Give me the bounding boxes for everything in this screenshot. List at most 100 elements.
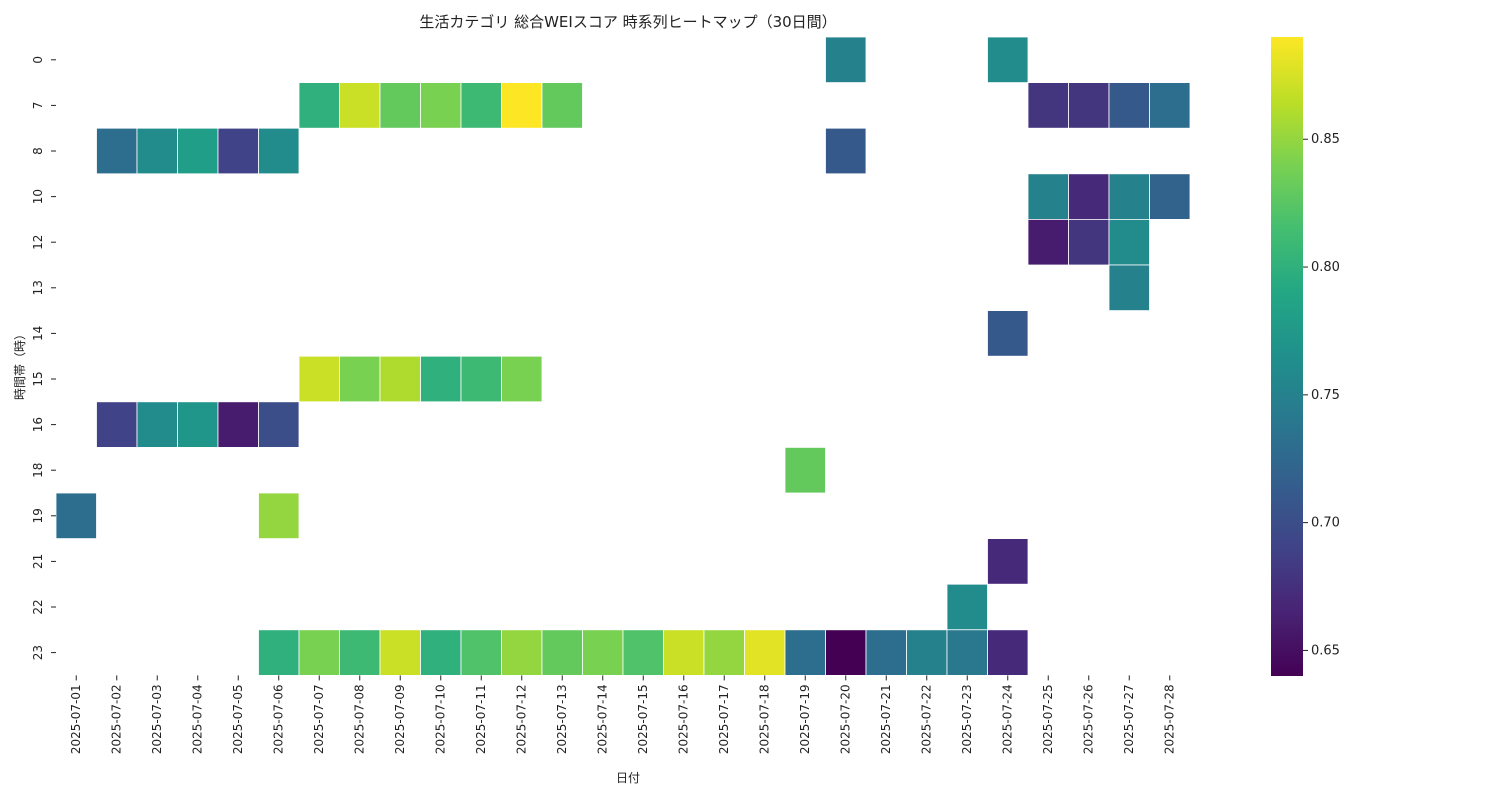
heatmap-cells xyxy=(55,36,1191,676)
heatmap-cell xyxy=(946,629,988,676)
x-tick-label: 2025-07-23 xyxy=(960,684,974,754)
heatmap-cell xyxy=(1068,173,1110,220)
y-tick-label: 15 xyxy=(31,371,45,386)
x-tick-label: 2025-07-05 xyxy=(231,684,245,754)
heatmap-cell xyxy=(339,82,381,129)
heatmap-cell xyxy=(663,629,705,676)
heatmap-cell xyxy=(825,127,867,175)
x-tick-label: 2025-07-12 xyxy=(514,684,528,754)
heatmap-cell xyxy=(825,629,867,676)
heatmap-cell xyxy=(541,629,583,676)
heatmap-cell xyxy=(177,401,219,448)
y-tick-label: 8 xyxy=(31,147,45,155)
x-tick-label: 2025-07-19 xyxy=(798,684,812,754)
heatmap-cell xyxy=(96,401,138,448)
x-tick-label: 2025-07-10 xyxy=(433,684,447,754)
heatmap-cell xyxy=(460,629,502,676)
heatmap-cell xyxy=(1149,82,1191,129)
heatmap-cell xyxy=(946,583,988,631)
x-tick-label: 2025-07-01 xyxy=(69,684,83,754)
heatmap-cell xyxy=(1027,173,1069,220)
heatmap-cell xyxy=(379,629,421,676)
heatmap-cell xyxy=(1108,82,1150,129)
x-tick-label: 2025-07-13 xyxy=(555,684,569,754)
heatmap-cell xyxy=(1149,173,1191,220)
heatmap-cell xyxy=(1108,173,1150,220)
colorbar-ticks: 0.65 0.70 0.75 0.80 0.85 xyxy=(1303,132,1340,658)
y-tick-label: 18 xyxy=(31,463,45,478)
x-axis-ticks: 2025-07-01 2025-07-02 2025-07-03 2025-07-04… xyxy=(69,675,1176,754)
heatmap-cell xyxy=(1068,82,1110,129)
heatmap-cell xyxy=(906,629,948,676)
x-tick-label: 2025-07-03 xyxy=(150,684,164,754)
x-tick-label: 2025-07-02 xyxy=(109,684,123,754)
heatmap-cell xyxy=(784,446,826,494)
heatmap-cell xyxy=(258,629,300,676)
x-tick-label: 2025-07-18 xyxy=(757,684,771,754)
heatmap-cell xyxy=(217,127,259,175)
heatmap-cell xyxy=(987,36,1029,83)
colorbar-tick-label: 0.85 xyxy=(1311,132,1340,147)
heatmap-cell xyxy=(258,401,300,448)
y-tick-label: 16 xyxy=(31,417,45,432)
x-tick-label: 2025-07-24 xyxy=(1000,684,1014,754)
heatmap-cell xyxy=(987,629,1029,676)
heatmap-cell xyxy=(379,355,421,403)
x-tick-label: 2025-07-09 xyxy=(393,684,407,754)
x-tick-label: 2025-07-06 xyxy=(271,684,285,754)
colorbar xyxy=(1271,37,1303,676)
x-tick-label: 2025-07-08 xyxy=(352,684,366,754)
heatmap-cell xyxy=(501,629,543,676)
heatmap-cell xyxy=(55,492,97,539)
x-tick-label: 2025-07-26 xyxy=(1081,684,1095,754)
heatmap-cell xyxy=(339,355,381,403)
x-tick-label: 2025-07-04 xyxy=(190,684,204,754)
x-tick-label: 2025-07-07 xyxy=(312,684,326,754)
y-tick-label: 22 xyxy=(31,599,45,614)
heatmap-cell xyxy=(744,629,786,676)
heatmap-cell xyxy=(460,82,502,129)
x-tick-label: 2025-07-20 xyxy=(838,684,852,754)
heatmap-cell xyxy=(96,127,138,175)
heatmap-cell xyxy=(987,538,1029,585)
heatmap-cell xyxy=(501,355,543,403)
heatmap-cell xyxy=(258,127,300,175)
x-tick-label: 2025-07-25 xyxy=(1041,684,1055,754)
heatmap-cell xyxy=(298,629,340,676)
heatmap-cell xyxy=(1027,82,1069,129)
colorbar-tick-label: 0.65 xyxy=(1311,643,1340,658)
x-tick-label: 2025-07-17 xyxy=(717,684,731,754)
heatmap-cell xyxy=(339,629,381,676)
heatmap-cell xyxy=(379,82,421,129)
y-tick-label: 14 xyxy=(31,326,45,341)
y-tick-label: 0 xyxy=(31,56,45,64)
y-tick-label: 23 xyxy=(31,645,45,660)
x-axis-label: 日付 xyxy=(616,771,640,785)
x-tick-label: 2025-07-27 xyxy=(1122,684,1136,754)
y-tick-label: 7 xyxy=(31,102,45,110)
heatmap-cell xyxy=(582,629,624,676)
heatmap-cell xyxy=(177,127,219,175)
x-tick-label: 2025-07-15 xyxy=(636,684,650,754)
chart-title: 生活カテゴリ 総合WEIスコア 時系列ヒートマップ（30日間） xyxy=(419,13,836,31)
heatmap-cell xyxy=(217,401,259,448)
heatmap-cell xyxy=(703,629,745,676)
heatmap-cell xyxy=(1108,218,1150,266)
heatmap-cell xyxy=(1027,218,1069,266)
heatmap-cell xyxy=(136,127,178,175)
heatmap-cell xyxy=(298,82,340,129)
x-tick-label: 2025-07-11 xyxy=(474,684,488,754)
x-tick-label: 2025-07-16 xyxy=(676,684,690,754)
x-tick-label: 2025-07-22 xyxy=(919,684,933,754)
heatmap-cell xyxy=(420,82,462,129)
y-axis-label: 時間帯（時） xyxy=(13,328,27,400)
heatmap-cell xyxy=(622,629,664,676)
x-tick-label: 2025-07-28 xyxy=(1162,684,1176,754)
colorbar-tick-label: 0.80 xyxy=(1311,260,1340,275)
heatmap-cell xyxy=(541,82,583,129)
heatmap-cell xyxy=(825,36,867,83)
y-tick-label: 21 xyxy=(31,554,45,569)
y-tick-label: 12 xyxy=(31,235,45,250)
heatmap-cell xyxy=(784,629,826,676)
heatmap-cell xyxy=(987,310,1029,357)
